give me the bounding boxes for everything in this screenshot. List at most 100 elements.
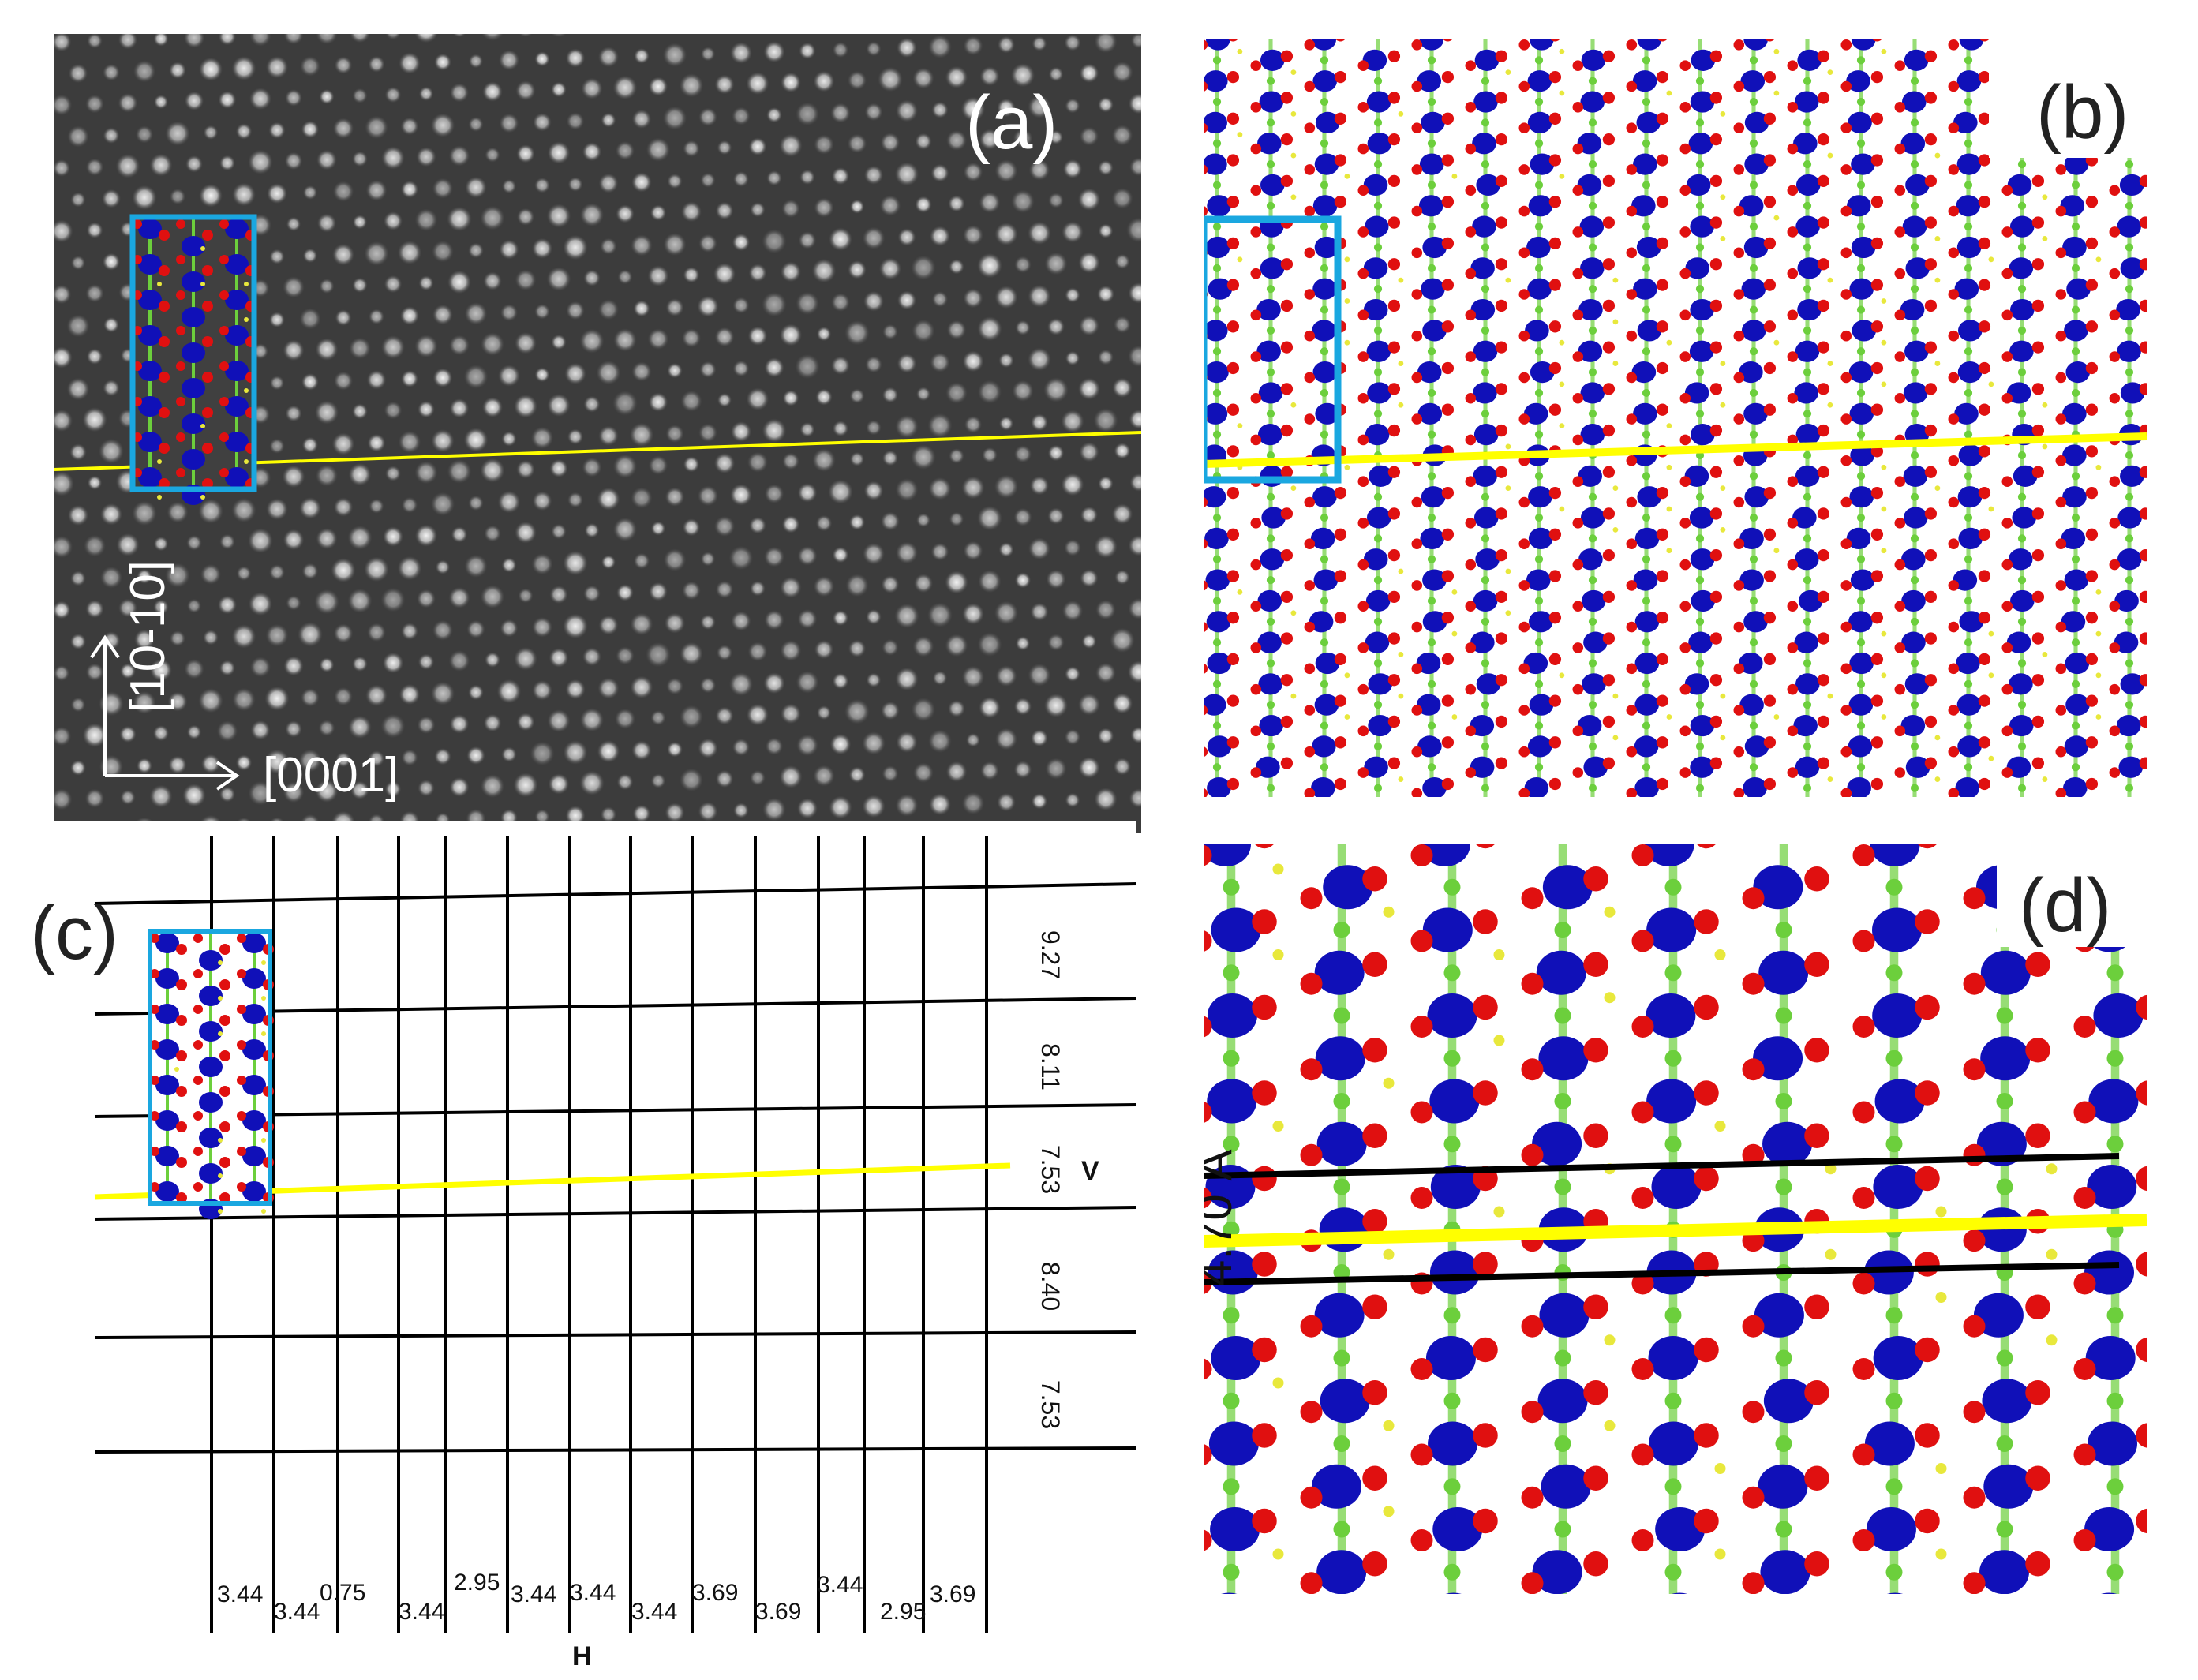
atom-large bbox=[2063, 777, 2088, 797]
hrtem-atom-column bbox=[700, 552, 716, 567]
hrtem-atom-column bbox=[945, 571, 968, 594]
atom-small bbox=[1320, 721, 1329, 730]
atom-large bbox=[1416, 652, 1441, 675]
atom-medium bbox=[1304, 621, 1316, 633]
hrtem-atom-column bbox=[977, 380, 1002, 404]
atom-medium bbox=[1204, 1016, 1212, 1038]
hrtem-atom-column bbox=[1126, 217, 1141, 243]
hrtem-atom-column bbox=[165, 121, 190, 146]
atom-medium bbox=[1521, 1058, 1544, 1081]
atom-medium bbox=[1465, 642, 1477, 653]
hrtem-atom-column bbox=[352, 215, 368, 230]
hrtem-atom-column bbox=[1078, 757, 1100, 779]
atom-small bbox=[2125, 742, 2134, 751]
atom-large bbox=[1798, 589, 1823, 612]
atom-large bbox=[1637, 39, 1662, 51]
atom-small bbox=[1642, 638, 1651, 647]
hrtem-atom-column bbox=[269, 249, 285, 264]
hrtem-atom-column bbox=[831, 293, 850, 312]
hrtem-atom-column bbox=[612, 517, 638, 542]
atom-medium bbox=[1518, 413, 1530, 425]
atom-large bbox=[2114, 589, 2139, 612]
atom-large bbox=[1758, 950, 1809, 995]
atom-medium bbox=[1280, 507, 1294, 520]
atom-large bbox=[1953, 569, 1978, 591]
atom-medium bbox=[1387, 590, 1401, 603]
atom-large bbox=[1422, 569, 1447, 591]
atom-large bbox=[1527, 111, 1552, 133]
atom-small bbox=[2017, 492, 2027, 501]
hrtem-atom-column bbox=[516, 144, 535, 163]
atom-small bbox=[1588, 617, 1597, 626]
hrtem-atom-column bbox=[384, 86, 402, 103]
atom-large bbox=[1470, 257, 1495, 279]
hrtem-atom-column bbox=[663, 548, 687, 572]
hrtem-atom-column bbox=[282, 465, 305, 488]
atom-medium bbox=[1924, 549, 1938, 562]
atom-small bbox=[1856, 472, 1866, 481]
atom-large bbox=[2013, 465, 2038, 487]
atom-medium bbox=[1441, 361, 1455, 375]
atom-small bbox=[1212, 513, 1222, 522]
atom-medium bbox=[176, 255, 185, 264]
hrtem-atom-column bbox=[483, 271, 502, 290]
atom-large bbox=[1684, 673, 1709, 695]
atom-small-yellow bbox=[1290, 610, 1297, 616]
hrtem-atom-column bbox=[1014, 572, 1032, 589]
atom-small bbox=[1803, 451, 1812, 460]
hrtem-atom-column bbox=[515, 331, 537, 354]
hrtem-atom-column bbox=[697, 485, 719, 507]
atom-large bbox=[199, 1128, 223, 1148]
hrtem-atom-column bbox=[750, 580, 766, 597]
hrtem-atom-column bbox=[1029, 476, 1050, 496]
atom-medium bbox=[1656, 528, 1669, 541]
atom-small-yellow bbox=[1934, 277, 1941, 283]
atom-medium bbox=[2085, 612, 2099, 624]
atom-large bbox=[1541, 1464, 1591, 1509]
atom-medium bbox=[1894, 309, 1906, 321]
atom-medium bbox=[1656, 320, 1669, 333]
atom-medium bbox=[2055, 621, 2067, 633]
atom-medium bbox=[1280, 50, 1294, 62]
atom-small-yellow bbox=[1559, 381, 1565, 387]
atom-small-yellow bbox=[1827, 693, 1833, 699]
hrtem-atom-column bbox=[1013, 698, 1032, 716]
hrtem-atom-column bbox=[780, 576, 802, 599]
atom-small-yellow bbox=[1451, 714, 1458, 720]
atom-large bbox=[1257, 631, 1282, 653]
hrtem-atom-column bbox=[717, 140, 732, 155]
atom-medium bbox=[1709, 424, 1723, 437]
atom-large bbox=[1365, 424, 1390, 446]
atom-large bbox=[1542, 865, 1593, 910]
atom-medium bbox=[219, 1157, 230, 1168]
hrtem-atom-column bbox=[699, 361, 717, 378]
hrtem-atom-column bbox=[549, 585, 568, 604]
hrtem-atom-column bbox=[998, 416, 1014, 431]
atom-large bbox=[1690, 215, 1714, 238]
atom-medium bbox=[1250, 559, 1262, 571]
hrtem-atom-column bbox=[480, 205, 505, 230]
atom-large bbox=[1260, 49, 1285, 71]
atom-large bbox=[1902, 215, 1927, 238]
atom-large bbox=[1849, 278, 1874, 300]
atom-large bbox=[1846, 70, 1870, 92]
hrtem-atom-column bbox=[301, 563, 319, 580]
atom-medium bbox=[1250, 434, 1262, 446]
atom-medium bbox=[1733, 372, 1745, 384]
atom-medium bbox=[2139, 258, 2147, 271]
hrtem-atom-column bbox=[1098, 476, 1114, 492]
atom-large bbox=[242, 1181, 266, 1202]
atom-medium bbox=[1441, 570, 1455, 582]
hrtem-atom-column bbox=[501, 431, 517, 447]
hrtem-atom-column bbox=[435, 559, 451, 574]
hrtem-atom-column bbox=[219, 660, 236, 676]
atom-medium bbox=[1334, 154, 1347, 167]
hrtem-atom-column bbox=[285, 720, 302, 738]
atom-medium bbox=[1362, 866, 1387, 892]
atom-small-yellow bbox=[1604, 906, 1616, 918]
atom-medium bbox=[176, 1050, 187, 1061]
atom-small bbox=[1588, 285, 1597, 294]
hrtem-atom-column bbox=[730, 42, 752, 64]
atom-medium bbox=[1280, 757, 1294, 769]
atom-large bbox=[2120, 465, 2144, 487]
